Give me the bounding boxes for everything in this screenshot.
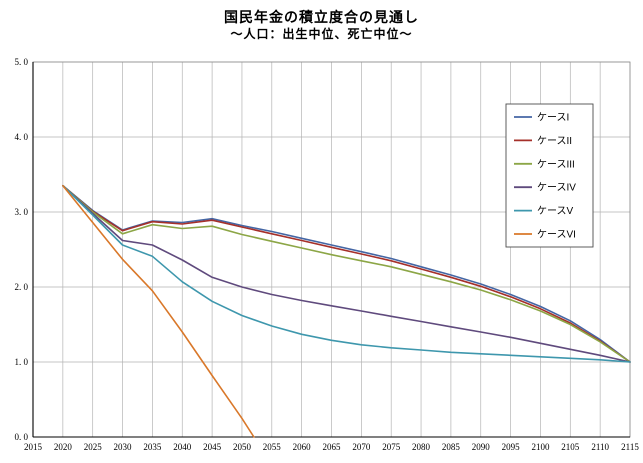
x-tick-label: 2110 xyxy=(591,442,609,452)
x-tick-label: 2075 xyxy=(382,442,401,452)
x-tick-label: 2015 xyxy=(24,442,43,452)
x-tick-label: 2115 xyxy=(621,442,639,452)
y-tick-label: 4. 0 xyxy=(15,132,29,142)
y-tick-label: 3. 0 xyxy=(15,207,29,217)
chart-subtitle: ～人口：出生中位、死亡中位～ xyxy=(230,27,413,41)
x-tick-label: 2025 xyxy=(84,442,103,452)
y-tick-label: 2. 0 xyxy=(15,282,29,292)
x-tick-label: 2030 xyxy=(114,442,133,452)
series-line-case-5 xyxy=(62,184,631,363)
x-tick-label: 2035 xyxy=(143,442,162,452)
legend-label: ケースIII xyxy=(537,158,575,170)
x-tick-label: 2105 xyxy=(561,442,580,452)
series-line-case-1 xyxy=(62,184,631,363)
legend-label: ケースI xyxy=(537,112,569,124)
x-tick-label: 2090 xyxy=(472,442,491,452)
x-tick-label: 2020 xyxy=(54,442,73,452)
legend-label: ケースVI xyxy=(537,229,576,241)
x-tick-label: 2055 xyxy=(263,442,282,452)
y-tick-label: 1. 0 xyxy=(15,357,29,367)
x-tick-label: 2095 xyxy=(502,442,521,452)
legend-label: ケースII xyxy=(537,135,572,147)
legend-label: ケースV xyxy=(537,205,573,217)
series-line-case-6 xyxy=(62,184,255,438)
y-tick-label: 0. 0 xyxy=(15,432,29,442)
series-line-case-2 xyxy=(62,184,631,363)
x-tick-label: 2085 xyxy=(442,442,461,452)
x-tick-label: 2065 xyxy=(323,442,342,452)
series-line-case-4 xyxy=(62,184,631,363)
x-tick-label: 2080 xyxy=(412,442,431,452)
x-tick-label: 2050 xyxy=(233,442,252,452)
x-tick-label: 2100 xyxy=(531,442,550,452)
x-tick-label: 2045 xyxy=(203,442,222,452)
x-tick-label: 2070 xyxy=(352,442,371,452)
y-tick-label: 5. 0 xyxy=(15,57,29,67)
legend-label: ケースIV xyxy=(537,182,576,194)
legend-box xyxy=(505,103,594,248)
chart-title: 国民年金の積立度合の見通し xyxy=(224,9,419,25)
series-line-case-3 xyxy=(62,184,631,363)
x-tick-label: 2040 xyxy=(173,442,192,452)
x-tick-label: 2060 xyxy=(293,442,312,452)
